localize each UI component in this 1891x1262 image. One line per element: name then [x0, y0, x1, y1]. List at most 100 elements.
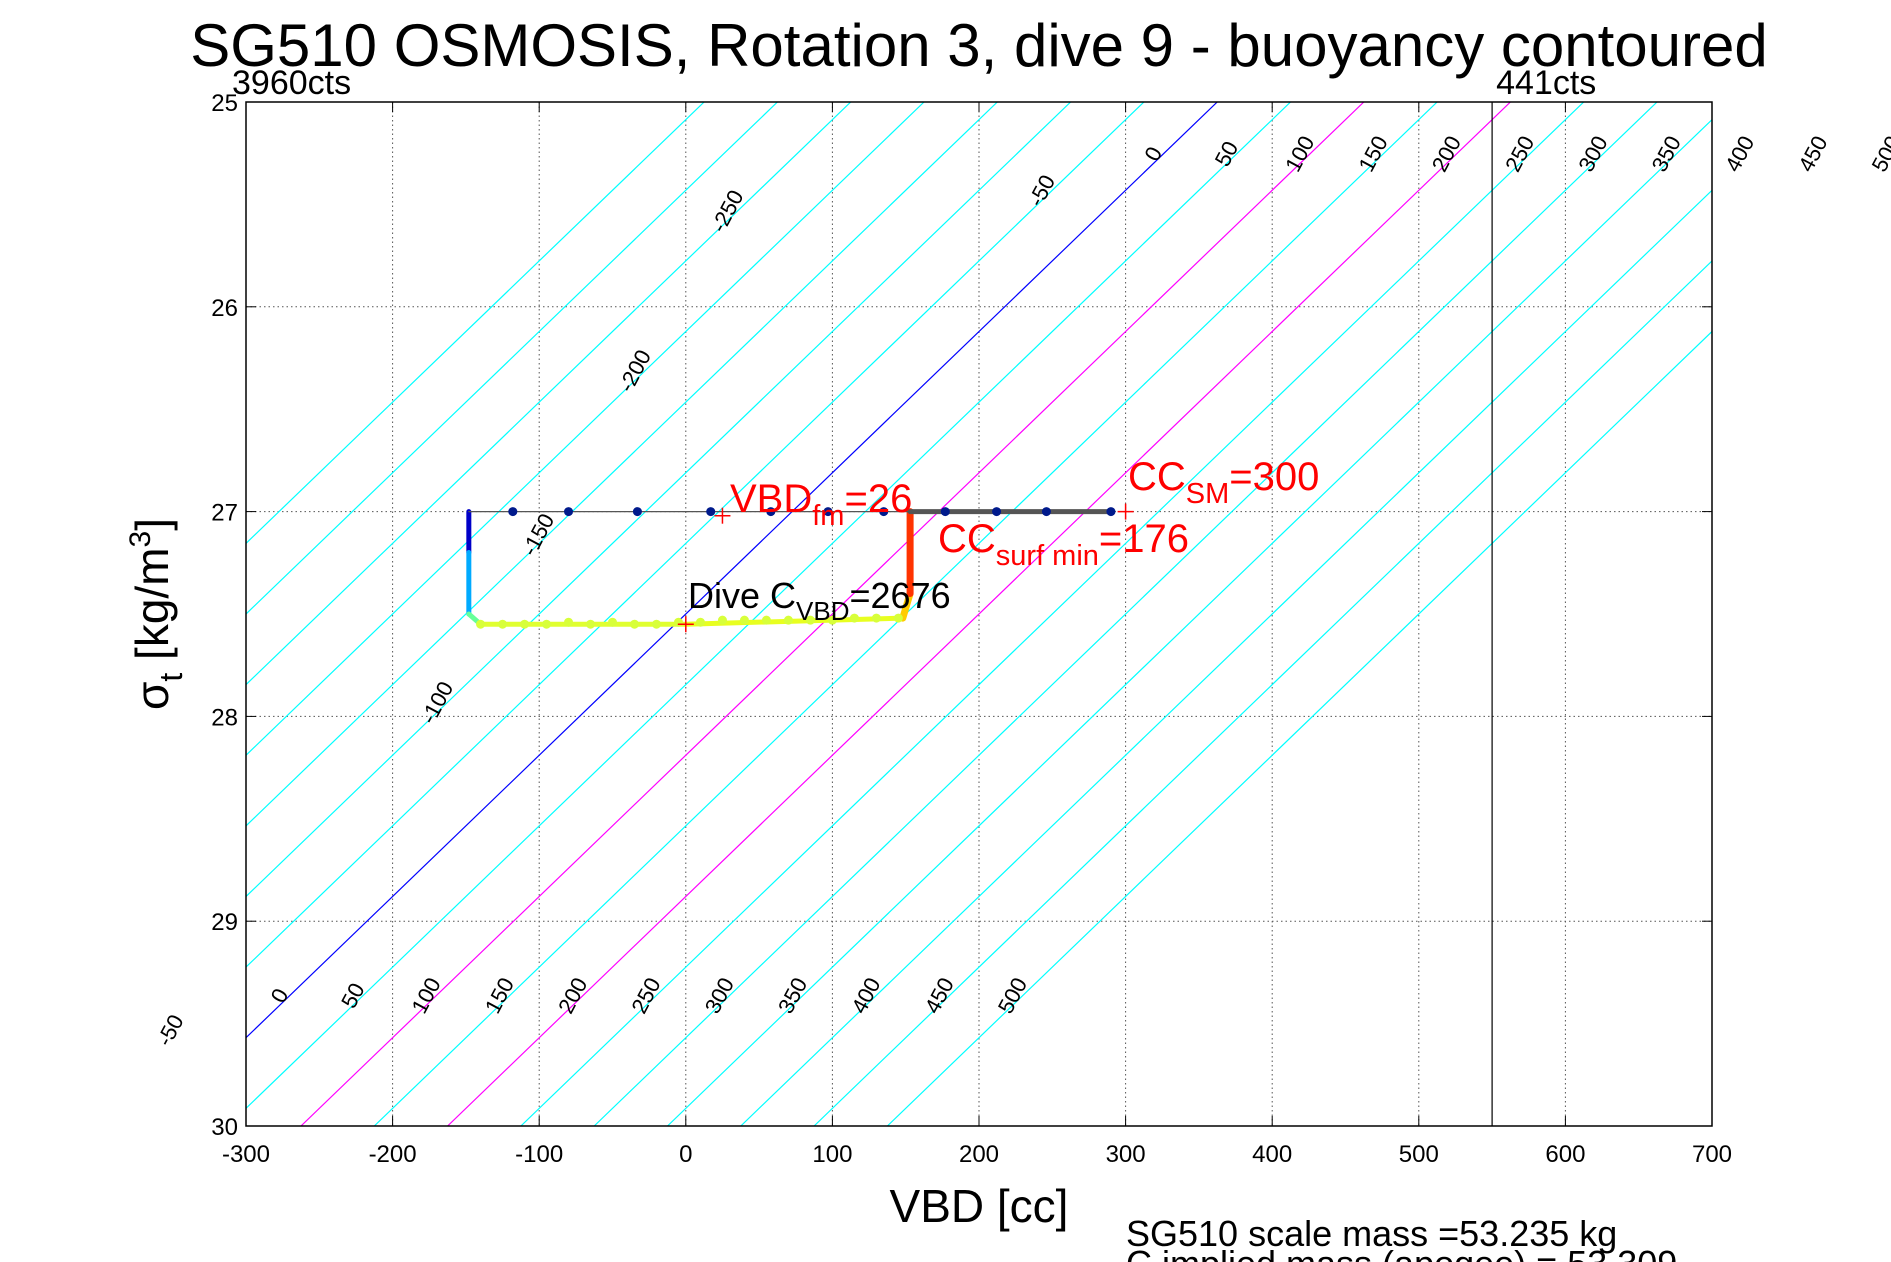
x-tick-label: 300 [1106, 1141, 1146, 1168]
x-tick-label: 0 [679, 1141, 692, 1168]
y-tick-label: 28 [211, 704, 238, 731]
buoyancy-contours [246, 102, 1712, 1126]
x-tick-label: 700 [1692, 1141, 1732, 1168]
footer-line-1: SG510 scale mass =53.235 kg [1126, 1213, 1617, 1254]
contour-line [740, 189, 1712, 1126]
dive-point [564, 617, 574, 627]
climb-point [992, 507, 1002, 517]
dive-point [827, 615, 837, 625]
y-axis-label-sup: 3 [124, 531, 157, 548]
climb-point [564, 507, 574, 517]
y-axis-label-sigma: σ [126, 682, 178, 710]
x-tick-label: -300 [222, 1141, 270, 1168]
annotation-subscript: surf min [996, 540, 1099, 572]
dive-point [761, 615, 771, 625]
dive-point [805, 615, 815, 625]
y-axis-ticks: 25 26 27 28 29 30 [211, 90, 1712, 1141]
annotation-main: VBD [730, 477, 812, 521]
contour-line [246, 102, 998, 827]
climb-point [1041, 507, 1051, 517]
dive-point [893, 613, 903, 623]
climb-point [879, 507, 889, 517]
annotation-subscript: fm [812, 500, 844, 532]
climb-point [823, 507, 833, 517]
y-axis-label-sub: t [153, 673, 189, 682]
contour-line [300, 102, 1365, 1126]
dive-point [695, 617, 705, 627]
y-tick-label: 27 [211, 500, 238, 527]
contour-line [813, 260, 1712, 1126]
annotation-value: =176 [1099, 517, 1189, 561]
y-tick-label: 30 [211, 1114, 238, 1141]
contour-line [246, 102, 1145, 968]
x-tick-label: 400 [1252, 1141, 1292, 1168]
plus-marker [714, 507, 731, 524]
annotation: CCSM=300 [1128, 455, 1319, 510]
x-axis-label: VBD [cc] [890, 1180, 1069, 1232]
annotation: Dive CVBD=2676 [688, 575, 951, 626]
plus-marker [1117, 503, 1134, 520]
y-axis-label-close: ] [126, 518, 178, 531]
dive-point [871, 613, 881, 623]
x-tick-label: 100 [812, 1141, 852, 1168]
climb-point [1106, 507, 1116, 517]
contour-line [246, 102, 705, 545]
counts-label-left: 3960cts [232, 64, 351, 102]
x-tick-label: 600 [1545, 1141, 1585, 1168]
climb-point [632, 507, 642, 517]
climb-point [706, 507, 716, 517]
dive-point [673, 617, 683, 627]
chart-title: SG510 OSMOSIS, Rotation 3, dive 9 - buoy… [190, 12, 1768, 79]
y-tick-label: 25 [211, 90, 238, 117]
dive-path-segment [899, 590, 914, 622]
dive-point [498, 619, 508, 629]
dive-point [476, 619, 486, 629]
annotation-subscript: SM [1186, 478, 1230, 510]
footer-line-2: C implied mass (apogee) = 53.309 [1126, 1243, 1677, 1262]
y-tick-label: 29 [211, 909, 238, 936]
annotation-value: =2676 [850, 575, 951, 616]
reference-markers [677, 503, 1134, 633]
dive-point [783, 615, 793, 625]
contour-line [593, 102, 1658, 1126]
dive-point [542, 619, 552, 629]
annotation-value: =26 [844, 477, 912, 521]
x-tick-label: 200 [959, 1141, 999, 1168]
annotation-main: Dive C [688, 575, 796, 616]
annotation-subscript: VBD [796, 596, 849, 626]
y-tick-label: 26 [211, 295, 238, 322]
dive-point [849, 613, 859, 623]
y-axis-label-units: [kg/m [126, 547, 178, 672]
svg-text:σt [kg/m3]: σt [kg/m3] [124, 518, 189, 710]
annotation: CCsurf min=176 [938, 517, 1189, 572]
x-tick-label: -200 [369, 1141, 417, 1168]
y-axis-label: σt [kg/m3] [124, 518, 189, 710]
contour-line [667, 118, 1712, 1126]
contour-line [246, 102, 1072, 898]
counts-label-right: 441cts [1496, 64, 1596, 102]
contour-line [246, 102, 1218, 1039]
x-tick-label: 500 [1399, 1141, 1439, 1168]
annotation-main: CC [938, 517, 996, 561]
contour-line [246, 102, 852, 686]
dive-point [717, 615, 727, 625]
contour-line [447, 102, 1511, 1126]
dive-point [651, 619, 661, 629]
plus-marker [677, 616, 694, 633]
x-tick-label: -100 [515, 1141, 563, 1168]
annotation: VBDfm=26 [730, 477, 912, 532]
annotation-value: =300 [1229, 455, 1319, 499]
dive-point [608, 617, 617, 627]
contour-line [246, 102, 925, 757]
climb-point [940, 507, 950, 517]
dive-point [739, 615, 749, 625]
annotation-main: CC [1128, 455, 1186, 499]
dive-point [629, 619, 639, 629]
dive-point [586, 619, 596, 629]
dive-point [520, 619, 530, 629]
climb-point [508, 507, 518, 517]
x-axis-ticks: -300 -200 -100 0 100 200 300 400 500 600 700 [222, 102, 1732, 1168]
